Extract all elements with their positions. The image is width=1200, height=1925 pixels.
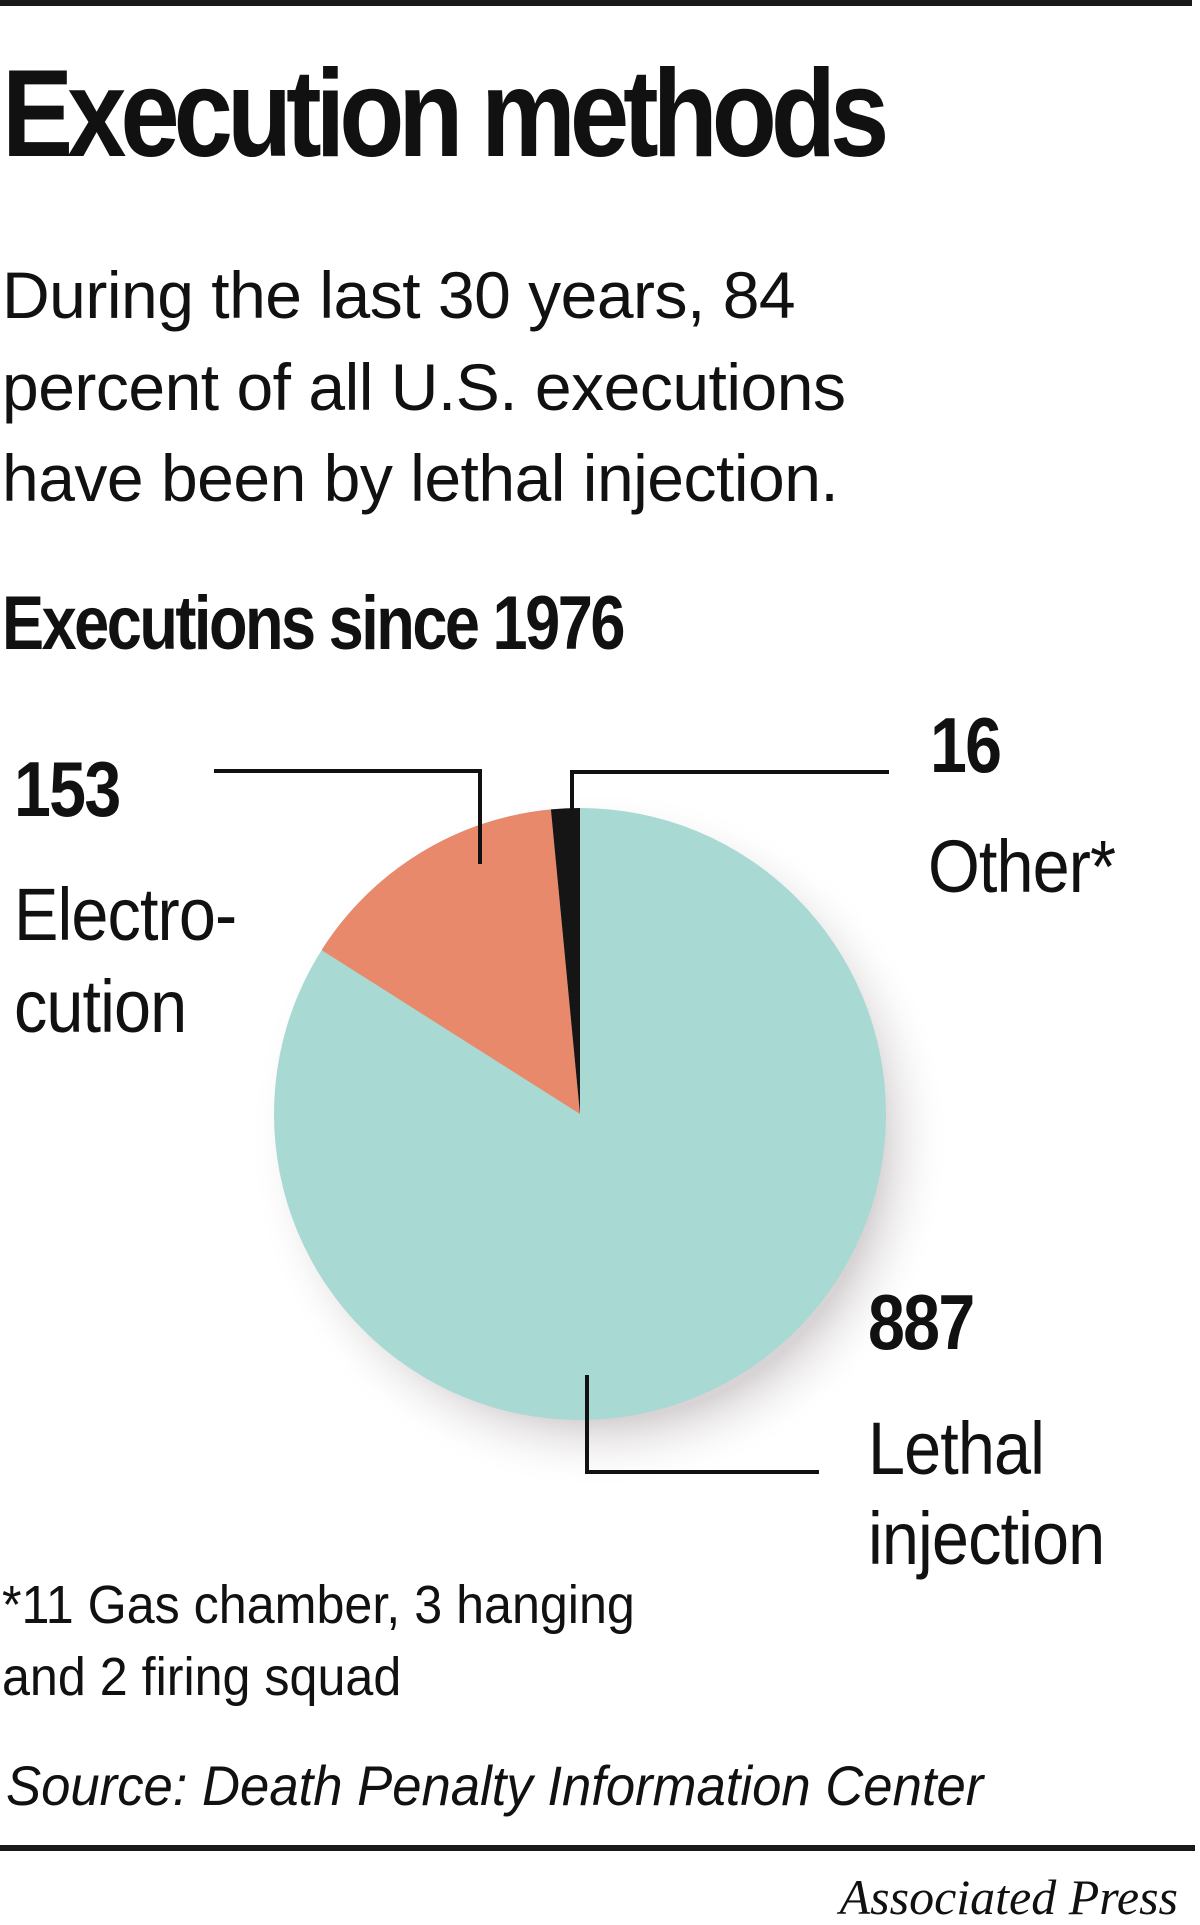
leader-other <box>570 770 889 810</box>
value-lethal-injection: 887 <box>868 1278 975 1366</box>
credit-associated-press: Associated Press <box>839 1869 1178 1925</box>
footnote-line-2: and 2 firing squad <box>2 1647 402 1707</box>
subtitle-line-2: percent of all U.S. executions <box>2 350 846 424</box>
footnote-line-1: *11 Gas chamber, 3 hanging <box>2 1575 635 1635</box>
chart-title: Execution methods <box>2 45 889 183</box>
label-other: Other* <box>928 825 1116 908</box>
label-lethal-line-1: Lethal <box>868 1407 1045 1490</box>
leader-electrocution <box>214 769 482 864</box>
leader-lethal <box>585 1375 819 1474</box>
label-lethal-line-2: injection <box>868 1497 1105 1580</box>
slice-other <box>550 808 580 1114</box>
chart-heading: Executions since 1976 <box>2 581 625 666</box>
label-electrocution-line-2: cution <box>14 965 187 1048</box>
slice-electrocution <box>321 809 580 1114</box>
value-electrocution: 153 <box>14 745 121 833</box>
bottom-rule <box>0 1845 1195 1851</box>
label-electrocution-line-1: Electro- <box>14 873 237 956</box>
top-rule <box>0 0 1192 6</box>
value-other: 16 <box>930 701 1002 789</box>
source-line: Source: Death Penalty Information Center <box>6 1754 984 1817</box>
subtitle-line-1: During the last 30 years, 84 <box>2 258 796 332</box>
subtitle-line-3: have been by lethal injection. <box>2 441 839 515</box>
